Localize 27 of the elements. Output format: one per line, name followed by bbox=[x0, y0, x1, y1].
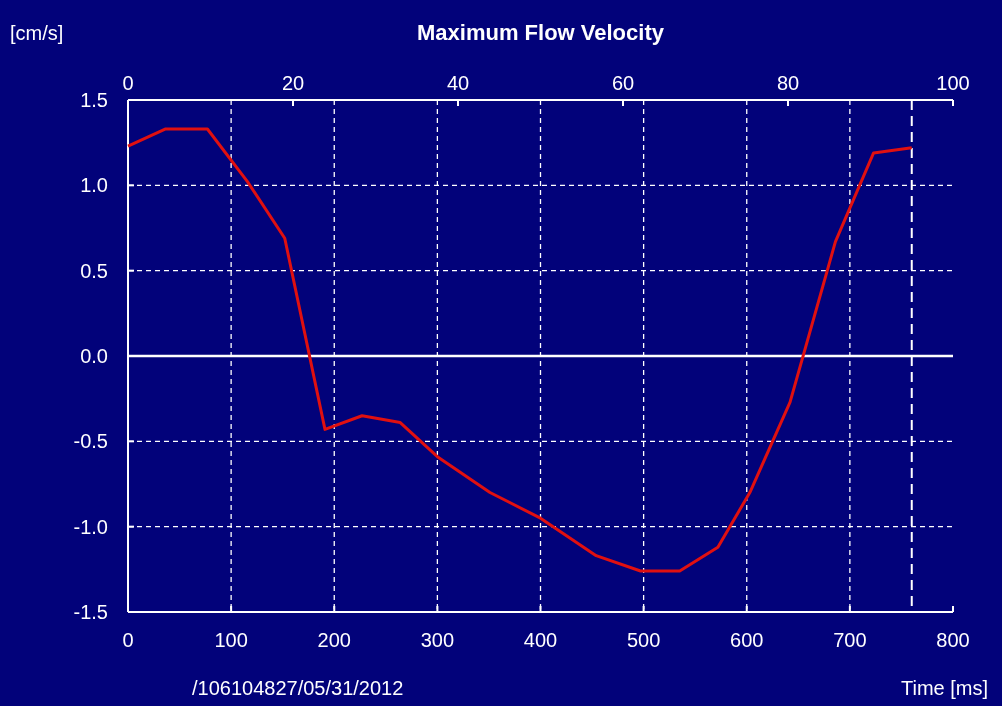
x2-tick-label: 40 bbox=[446, 72, 470, 94]
x-tick-label: 0 bbox=[122, 629, 134, 651]
y-axis-title: [cm/s] bbox=[10, 22, 64, 44]
y-tick-label: -0.5 bbox=[73, 430, 108, 453]
y-tick-label: 0.0 bbox=[80, 345, 108, 367]
chart-title: Maximum Flow Velocity bbox=[417, 20, 665, 45]
x2-tick-label: 60 bbox=[611, 72, 635, 94]
x2-tick-label: 0 bbox=[122, 72, 134, 94]
y-tick-label: 0.5 bbox=[80, 259, 108, 282]
x-tick-label: 700 bbox=[833, 629, 867, 651]
y-tick-label: -1.0 bbox=[73, 515, 108, 538]
x-tick-label: 200 bbox=[317, 629, 351, 651]
x2-tick-label: 20 bbox=[281, 72, 305, 94]
x-tick-label: 800 bbox=[936, 629, 970, 651]
y-tick-label: -1.5 bbox=[73, 601, 108, 623]
x-tick-label: 400 bbox=[523, 629, 558, 651]
x-tick-label: 600 bbox=[730, 629, 764, 651]
text: /106104827/05/31/2012 bbox=[192, 677, 404, 699]
x-tick-label: 100 bbox=[214, 629, 248, 651]
x-tick-label: 500 bbox=[626, 629, 661, 651]
x-axis-title: Time [ms] bbox=[900, 677, 988, 699]
x-tick-label: 300 bbox=[420, 629, 455, 651]
y-tick-label: 1.0 bbox=[80, 174, 108, 197]
x2-tick-label: 80 bbox=[776, 72, 800, 94]
line-series bbox=[126, 127, 914, 573]
x2-tick-label: 100 bbox=[936, 72, 970, 94]
y-tick-label: 1.5 bbox=[80, 89, 108, 111]
